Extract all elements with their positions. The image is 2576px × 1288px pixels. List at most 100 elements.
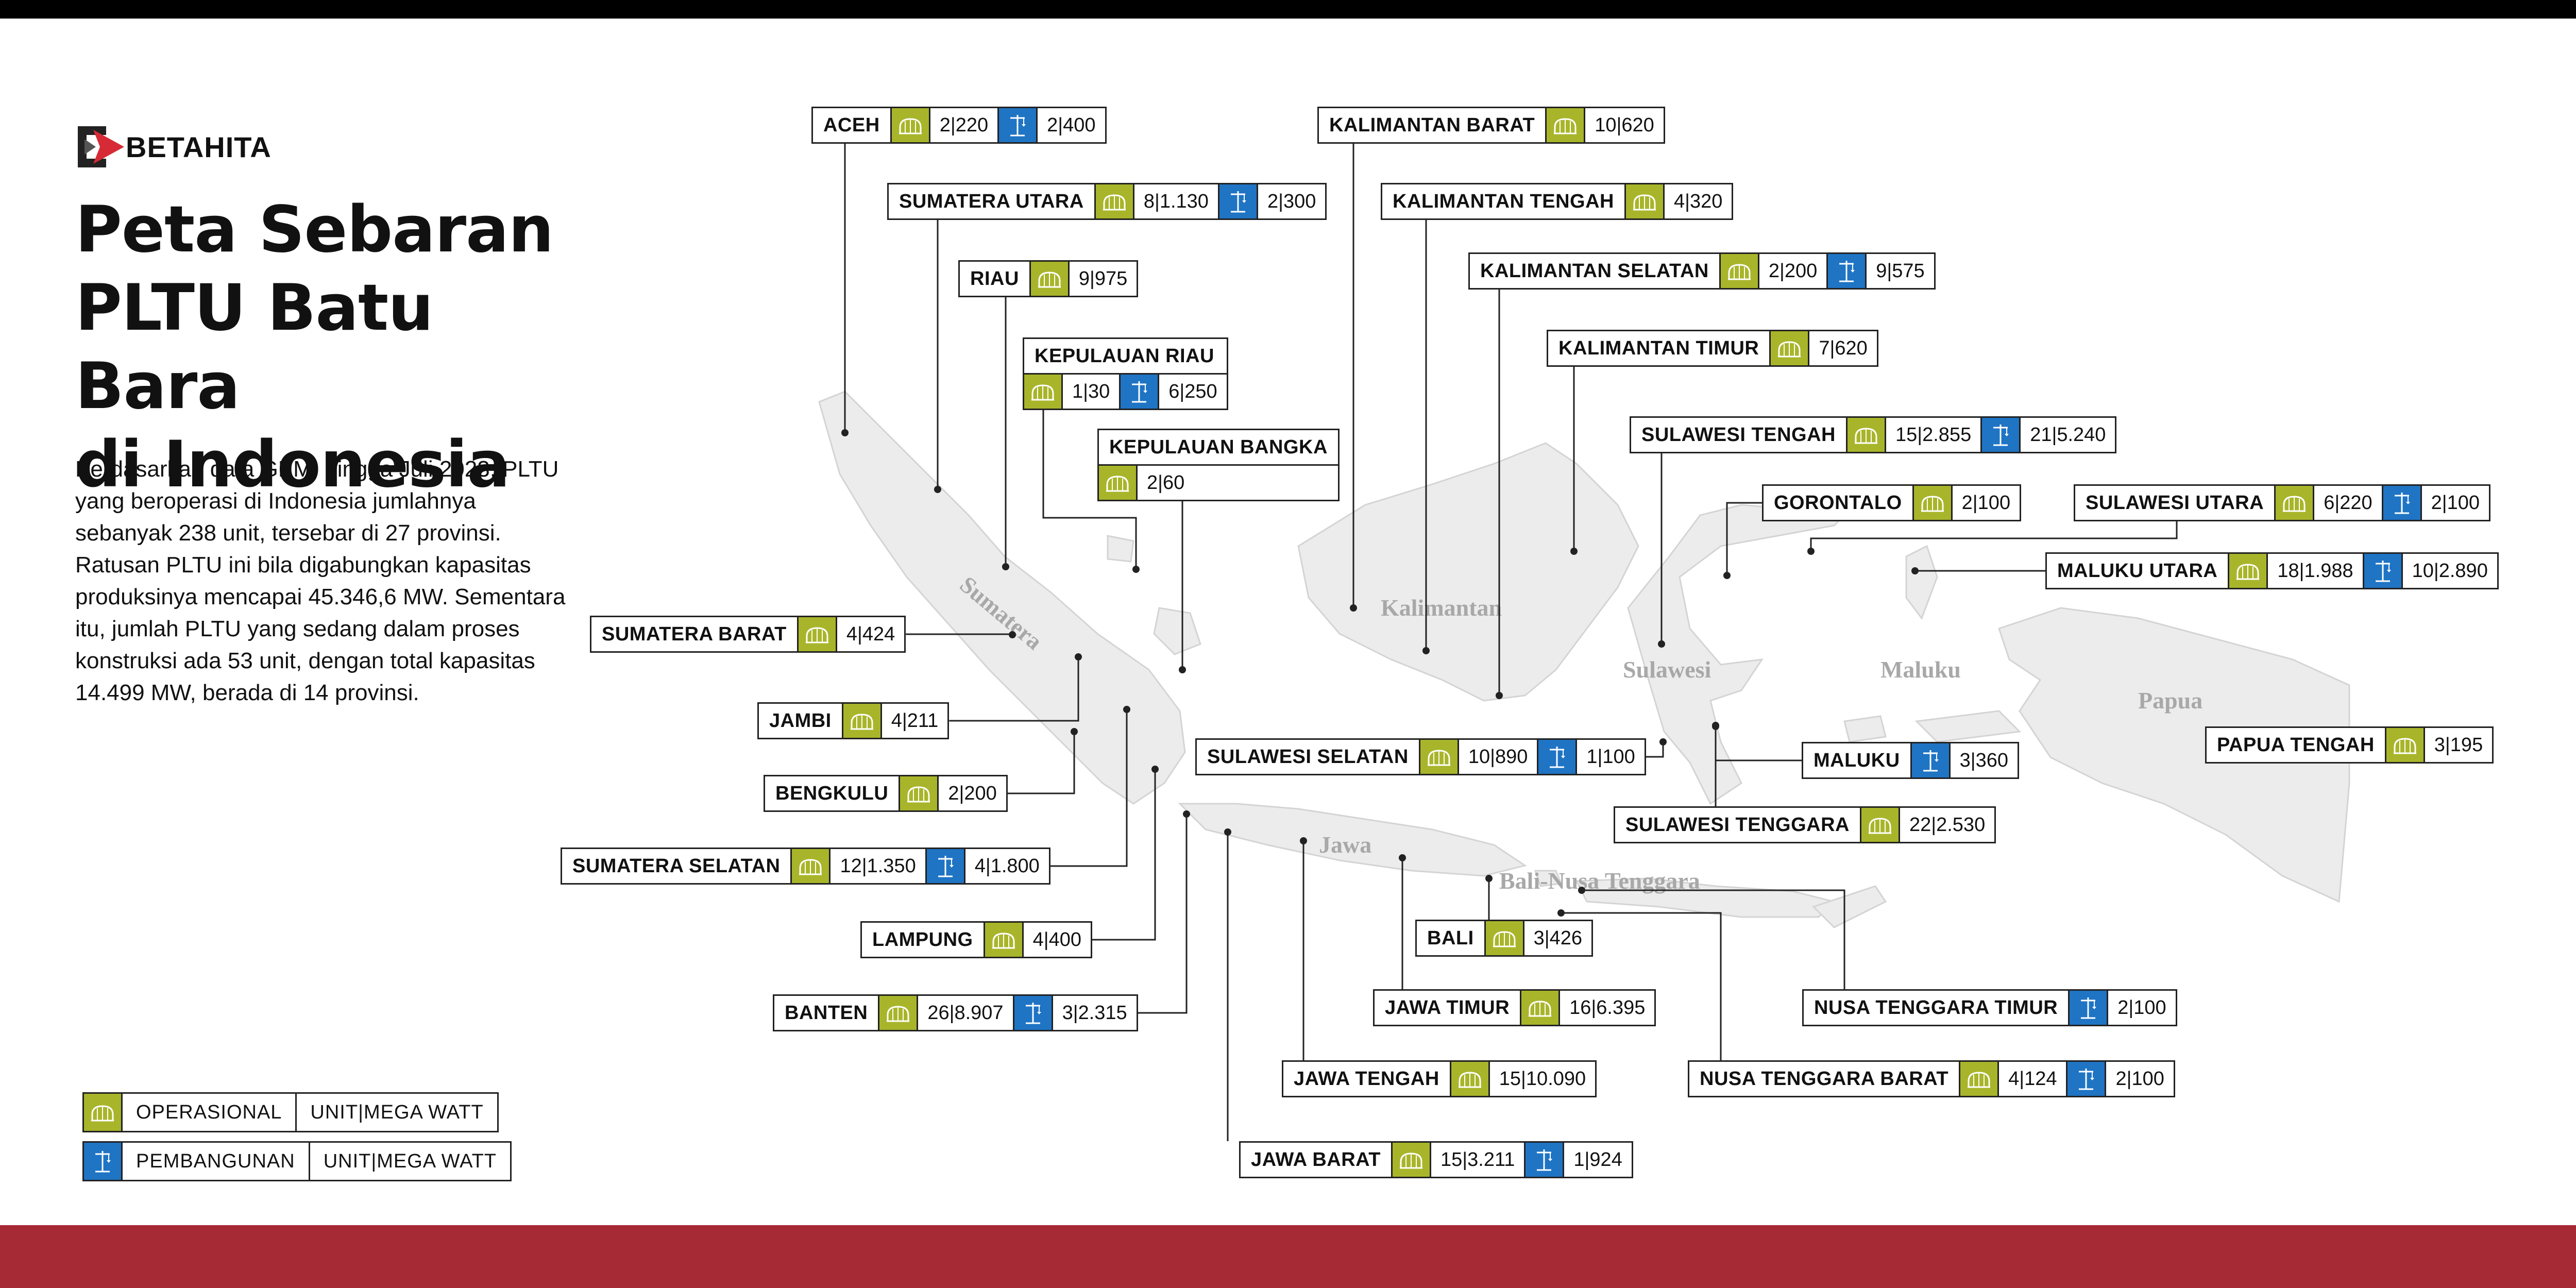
province-label-papua-tengah: PAPUA TENGAH 3|195	[2205, 726, 2494, 764]
operational-value: 4|424	[835, 617, 904, 651]
province-label-kalimantan-tengah: KALIMANTAN TENGAH 4|320	[1381, 183, 1734, 220]
operational-value: 9|975	[1067, 262, 1137, 296]
location-dot	[1399, 854, 1406, 861]
power-plant-icon	[2228, 554, 2267, 588]
province-label-kalimantan-barat: KALIMANTAN BARAT 10|620	[1317, 107, 1665, 144]
province-name: NUSA TENGGARA BARAT	[1700, 1067, 1949, 1090]
construction-value: 3|2.315	[1051, 996, 1137, 1030]
operational-value: 15|10.090	[1488, 1062, 1595, 1096]
location-dot	[1911, 567, 1919, 574]
construction-value: 2|300	[1256, 184, 1325, 218]
province-name: JAMBI	[769, 709, 832, 732]
province-label-nusa-tenggara-barat: NUSA TENGGARA BARAT 4|124 2|100	[1688, 1060, 2175, 1097]
island-bali	[1534, 870, 1563, 887]
province-name: MALUKU UTARA	[2057, 560, 2218, 582]
location-dot	[1422, 647, 1430, 654]
description-paragraph: Berdasarkan data GEM, hingga Juli 2023, …	[75, 456, 566, 705]
region-label-kalimantan: Kalimantan	[1381, 595, 1502, 621]
leader-line	[1582, 889, 1845, 989]
province-label-sulawesi-tenggara: SULAWESI TENGGARA 22|2.530	[1614, 806, 1996, 843]
legend-status: PEMBANGUNAN	[136, 1150, 295, 1172]
operational-value: 15|3.211	[1430, 1143, 1524, 1177]
province-label-jambi: JAMBI 4|211	[757, 702, 950, 739]
region-label-jawa: Jawa	[1319, 832, 1371, 858]
operational-value: 18|1.988	[2266, 554, 2362, 588]
province-label-sumatera-selatan: SUMATERA SELATAN 12|1.350 4|1.800	[561, 848, 1050, 885]
island-sumatera	[818, 391, 1186, 805]
island-jawa	[1178, 803, 1527, 877]
island-papua	[1998, 607, 2350, 903]
operational-value: 15|2.855	[1884, 418, 1980, 452]
power-plant-icon	[1769, 331, 1808, 365]
leader-line	[1007, 732, 1075, 794]
province-name: PAPUA TENGAH	[2217, 734, 2375, 756]
operational-value: 10|620	[1584, 108, 1664, 142]
province-name: MALUKU	[1814, 749, 1900, 771]
construction-crane-icon	[997, 108, 1037, 142]
location-dot	[1183, 810, 1190, 818]
island-timor	[1812, 885, 1887, 928]
legend-operational: OPERASIONAL UNIT|MEGA WATT	[82, 1092, 499, 1132]
construction-crane-icon	[1119, 375, 1158, 409]
construction-value: 9|575	[1865, 254, 1934, 288]
island-seram	[1914, 710, 2022, 743]
province-label-sumatera-utara: SUMATERA UTARA 8|1.130 2|300	[887, 183, 1327, 220]
province-name: BENGKULU	[775, 782, 889, 804]
power-plant-icon	[1545, 108, 1584, 142]
island-halmahera	[1905, 545, 1938, 620]
page-title: Peta Sebaran PLTU Batu Bara di Indonesia	[75, 191, 601, 504]
power-plant-icon	[1029, 262, 1068, 296]
location-dot	[1557, 909, 1565, 917]
location-dot	[1123, 706, 1130, 713]
leader-line	[1050, 709, 1128, 867]
construction-crane-icon	[1217, 184, 1257, 218]
province-name: KALIMANTAN BARAT	[1329, 114, 1535, 136]
power-plant-icon	[1449, 1062, 1488, 1096]
construction-value: 2|400	[1036, 108, 1105, 142]
operational-value: 7|620	[1808, 331, 1876, 365]
construction-crane-icon	[1012, 996, 1052, 1030]
province-name: NUSA TENGGARA TIMUR	[1814, 996, 2058, 1019]
province-label-kepulauan-riau: KEPULAUAN RIAU 1|30 6|250	[1023, 337, 1228, 410]
power-plant-icon	[790, 849, 829, 883]
power-plant-icon	[878, 996, 917, 1030]
construction-crane-icon	[1537, 740, 1576, 774]
power-plant-icon	[1418, 740, 1458, 774]
province-name: SULAWESI UTARA	[2086, 492, 2264, 514]
power-plant-icon	[890, 108, 929, 142]
legend-unit: UNIT|MEGA WATT	[295, 1094, 497, 1131]
bottom-bar	[0, 1225, 2576, 1288]
island-bangka	[1153, 607, 1201, 655]
province-label-maluku-utara: MALUKU UTARA 18|1.988 10|2.890	[2045, 552, 2499, 589]
power-plant-icon	[1099, 466, 1136, 500]
legend-unit: UNIT|MEGA WATT	[308, 1143, 510, 1180]
leader-line	[1646, 742, 1664, 758]
power-plant-icon	[2274, 486, 2313, 520]
power-plant-icon	[983, 923, 1022, 957]
power-plant-icon	[796, 617, 836, 651]
province-label-jawa-barat: JAWA BARAT 15|3.211 1|924	[1239, 1141, 1633, 1178]
region-label-sulawesi: Sulawesi	[1623, 656, 1711, 683]
province-name: KEPULAUAN RIAU	[1035, 345, 1214, 367]
construction-value: 6|250	[1158, 375, 1226, 409]
province-label-banten: BANTEN 26|8.907 3|2.315	[773, 994, 1138, 1031]
province-label-riau: RIAU 9|975	[958, 260, 1139, 297]
location-dot	[1132, 566, 1140, 573]
island-buru	[1843, 715, 1887, 743]
power-plant-icon	[1391, 1143, 1430, 1177]
construction-value: 4|1.800	[963, 849, 1049, 883]
location-dot	[1075, 653, 1082, 660]
operational-value: 2|100	[1951, 486, 2020, 520]
province-label-bali: BALI 3|426	[1415, 920, 1594, 957]
power-plant-icon	[1624, 184, 1663, 218]
province-name: SULAWESI SELATAN	[1207, 745, 1409, 768]
location-dot	[1496, 692, 1503, 699]
location-dot	[1071, 728, 1078, 735]
operational-value: 12|1.350	[829, 849, 925, 883]
betahita-logo-icon	[78, 126, 124, 167]
power-plant-icon	[899, 776, 938, 810]
construction-value: 1|100	[1575, 740, 1644, 774]
title-line: PLTU Batu Bara	[75, 271, 434, 423]
location-dot	[1807, 548, 1815, 555]
operational-value: 2|200	[937, 776, 1006, 810]
